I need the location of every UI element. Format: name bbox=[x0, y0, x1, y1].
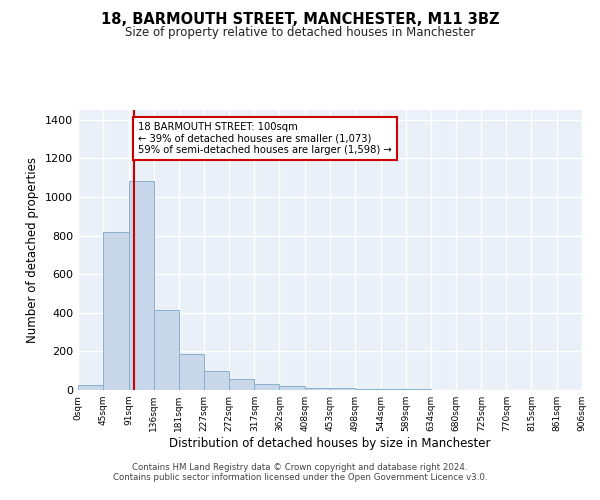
Bar bbox=[355, 389, 380, 390]
Bar bbox=[78, 385, 103, 390]
Bar bbox=[129, 182, 154, 390]
Bar bbox=[205, 370, 229, 390]
Text: Contains HM Land Registry data © Crown copyright and database right 2024.: Contains HM Land Registry data © Crown c… bbox=[132, 462, 468, 471]
X-axis label: Distribution of detached houses by size in Manchester: Distribution of detached houses by size … bbox=[169, 437, 491, 450]
Text: 18 BARMOUTH STREET: 100sqm
← 39% of detached houses are smaller (1,073)
59% of s: 18 BARMOUTH STREET: 100sqm ← 39% of deta… bbox=[138, 122, 392, 155]
Bar bbox=[179, 354, 204, 390]
Bar bbox=[254, 384, 279, 390]
Bar bbox=[305, 388, 330, 390]
Bar bbox=[330, 388, 355, 390]
Text: 18, BARMOUTH STREET, MANCHESTER, M11 3BZ: 18, BARMOUTH STREET, MANCHESTER, M11 3BZ bbox=[101, 12, 499, 28]
Y-axis label: Number of detached properties: Number of detached properties bbox=[26, 157, 40, 343]
Bar bbox=[280, 386, 305, 390]
Text: Contains public sector information licensed under the Open Government Licence v3: Contains public sector information licen… bbox=[113, 472, 487, 482]
Bar bbox=[103, 232, 128, 390]
Text: Size of property relative to detached houses in Manchester: Size of property relative to detached ho… bbox=[125, 26, 475, 39]
Bar bbox=[229, 380, 254, 390]
Bar bbox=[154, 310, 179, 390]
